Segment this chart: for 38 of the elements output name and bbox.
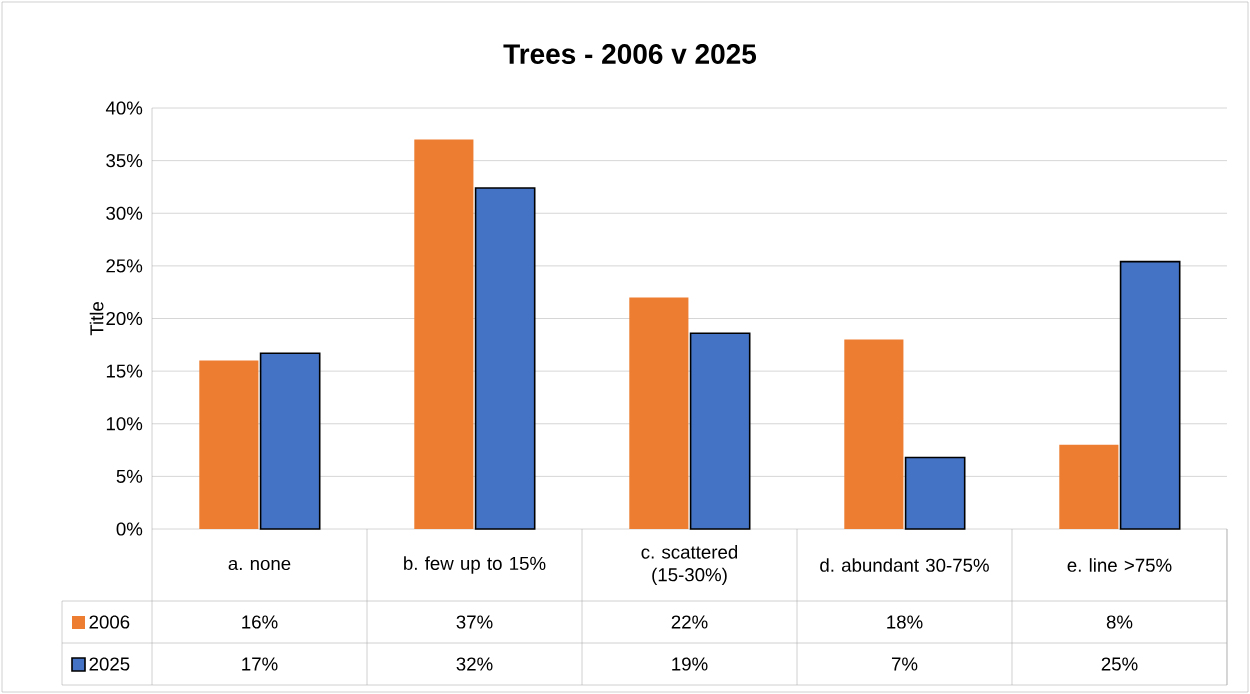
bar (904, 456, 966, 530)
bar (474, 187, 536, 530)
data-label: 16% (242, 615, 278, 629)
chart-title: Trees - 2006 v 2025 (503, 44, 757, 64)
y-tick-label: 0% (116, 522, 143, 536)
bar (414, 139, 474, 529)
x-tick-label: b. few up to 15% (404, 556, 546, 574)
y-tick-label: 30% (106, 206, 143, 220)
bar (1119, 260, 1181, 530)
x-tick-label: a. none (228, 559, 291, 571)
y-tick-label: 20% (106, 311, 143, 326)
data-label: 17% (242, 657, 278, 671)
y-tick-label: 40% (105, 101, 143, 115)
legend-label: 2006 (89, 615, 130, 629)
data-label: 37% (456, 615, 493, 629)
data-label: 18% (887, 615, 923, 629)
legend-label: 2025 (89, 657, 130, 671)
y-tick-label: 5% (116, 469, 143, 483)
bar (629, 297, 689, 529)
data-label: 19% (672, 657, 708, 671)
y-tick-label: 25% (106, 259, 143, 273)
data-label: 8% (1106, 615, 1133, 629)
bar (259, 352, 321, 530)
y-tick-label: 35% (106, 154, 143, 168)
bar (844, 339, 904, 529)
data-label: 25% (1101, 657, 1138, 671)
x-tick-label: c. scattered (15-30%) (641, 544, 738, 586)
y-tick-label: 10% (106, 417, 143, 431)
data-label: 32% (456, 657, 493, 671)
data-label: 22% (671, 615, 708, 629)
bar (689, 332, 751, 530)
x-tick-label: d. abundant 30-75% (820, 558, 989, 572)
y-tick-label: 15% (106, 364, 143, 378)
bar (199, 360, 259, 529)
x-tick-label: e. line >75% (1067, 558, 1172, 572)
bar (1059, 444, 1119, 529)
y-axis-title: Title (89, 302, 104, 336)
data-label: 7% (891, 657, 918, 671)
